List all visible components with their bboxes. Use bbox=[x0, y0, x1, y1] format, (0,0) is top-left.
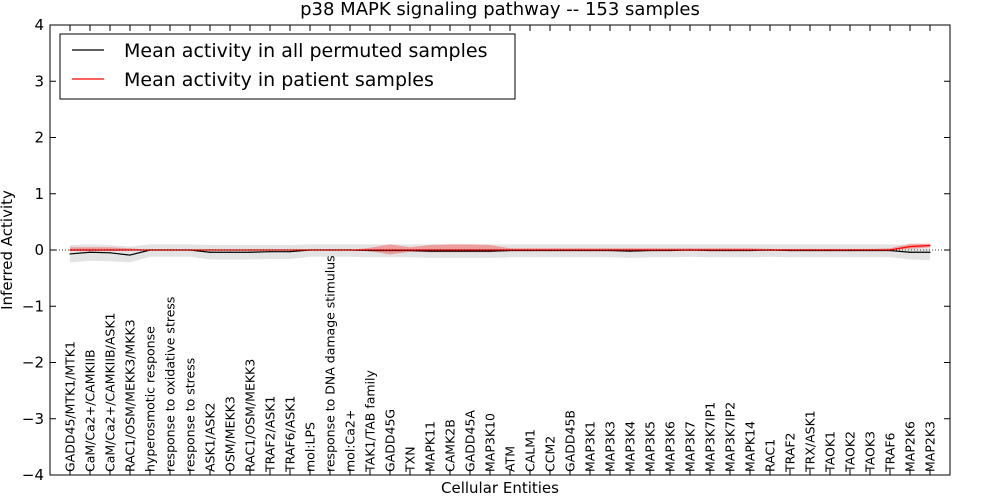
series-0-point bbox=[489, 250, 491, 252]
series-1-point bbox=[729, 249, 731, 251]
x-tick-label: RAC1/OSM/MEKK3/MKK3 bbox=[123, 319, 138, 472]
series-1-point bbox=[909, 246, 911, 248]
x-tick-label: CaM/Ca2+/CAMKIIB bbox=[83, 349, 98, 472]
y-tick-label: 2 bbox=[34, 129, 44, 147]
y-tick-label: −1 bbox=[22, 297, 44, 315]
x-tick-label: response to stress bbox=[183, 358, 198, 472]
x-tick-label: MAP2K3 bbox=[923, 421, 938, 472]
x-tick-label: mol:LPS bbox=[303, 422, 318, 472]
x-tick-label: CAMK2B bbox=[443, 419, 458, 472]
x-tick-label: TAOK3 bbox=[863, 431, 878, 473]
series-1-point bbox=[669, 249, 671, 251]
x-tick-label: TAK1/TAB family bbox=[363, 369, 378, 473]
series-0-point bbox=[129, 254, 131, 256]
series-1-point bbox=[429, 249, 431, 251]
series-band-1 bbox=[70, 243, 930, 255]
series-1-point bbox=[489, 249, 491, 251]
x-tick-label: RAC1 bbox=[763, 439, 778, 472]
x-tick-label: GADD45G bbox=[383, 409, 398, 472]
series-1-point bbox=[549, 249, 551, 251]
y-tick-label: 0 bbox=[34, 241, 44, 259]
series-0-point bbox=[229, 251, 231, 253]
x-tick-label: CALM1 bbox=[523, 429, 538, 472]
x-tick-label: RAC1/OSM/MEKK3 bbox=[243, 359, 258, 472]
x-tick-label: hyperosmotic response bbox=[143, 326, 158, 472]
y-tick-label: −4 bbox=[22, 466, 44, 484]
legend-box bbox=[59, 33, 516, 100]
x-tick-label: MAP3K7 bbox=[683, 421, 698, 472]
x-tick-label: TXN bbox=[403, 446, 418, 473]
plot-frame bbox=[49, 24, 951, 476]
x-tick-label: MAPK11 bbox=[423, 421, 438, 472]
y-tick-label: 4 bbox=[34, 16, 44, 34]
series-1-point bbox=[249, 249, 251, 251]
x-tick-label: OSM/MEKK3 bbox=[223, 396, 238, 472]
x-tick-label: response to oxidative stress bbox=[163, 297, 178, 472]
series-0-point bbox=[249, 251, 251, 253]
x-tick-label: CCM2 bbox=[543, 436, 558, 472]
series-0-point bbox=[429, 250, 431, 252]
series-1-point bbox=[929, 244, 931, 247]
series-1-point bbox=[69, 249, 71, 251]
series-0-point bbox=[629, 250, 631, 252]
series-0-point bbox=[449, 250, 451, 252]
x-tick-label: MAP3K6 bbox=[663, 421, 678, 472]
series-1-point bbox=[609, 249, 611, 251]
x-tick-label: TAOK2 bbox=[843, 431, 858, 473]
x-tick-label: ATM bbox=[503, 446, 518, 472]
x-tick-label: TRAF2/ASK1 bbox=[263, 396, 278, 473]
x-tick-label: mol:Ca2+ bbox=[343, 410, 358, 472]
series-1-point bbox=[789, 249, 791, 251]
series-1-point bbox=[189, 249, 191, 251]
x-tick-label: MAP3K7IP2 bbox=[723, 402, 738, 472]
series-1-point bbox=[369, 249, 371, 251]
x-tick-label: MAP3K3 bbox=[603, 421, 618, 472]
series-0-point bbox=[289, 251, 291, 253]
legend-entry-permuted: Mean activity in all permuted samples bbox=[124, 40, 487, 62]
series-0-point bbox=[929, 251, 931, 253]
series-0-point bbox=[469, 250, 471, 252]
x-tick-label: GADD45/MTK1/MTK1 bbox=[63, 341, 78, 472]
x-tick-label: MAP3K10 bbox=[483, 413, 498, 472]
x-tick-label: GADD45B bbox=[563, 410, 578, 472]
x-tick-label: CaM/Ca2+/CAMKIIB/ASK1 bbox=[103, 313, 118, 472]
y-axis-label: Inferred Activity bbox=[0, 190, 16, 310]
x-tick-label: ASK1/ASK2 bbox=[203, 403, 218, 472]
legend: Mean activity in all permuted samples Me… bbox=[59, 33, 516, 100]
x-tick-label: MAP3K4 bbox=[623, 421, 638, 472]
legend-entry-patient: Mean activity in patient samples bbox=[124, 69, 434, 91]
x-tick-label: TAOK1 bbox=[823, 431, 838, 473]
x-tick-label: GADD45A bbox=[463, 410, 478, 472]
x-tick-label: MAP3K5 bbox=[643, 421, 658, 472]
x-tick-label: TRAF2 bbox=[783, 432, 798, 473]
series-1-point bbox=[849, 249, 851, 251]
series-0-point bbox=[209, 251, 211, 253]
series-1-point bbox=[309, 249, 311, 251]
series-0-point bbox=[909, 251, 911, 253]
series-0-point bbox=[69, 253, 71, 255]
x-tick-label: TRAF6/ASK1 bbox=[283, 396, 298, 473]
x-tick-label: response to DNA damage stimulus bbox=[323, 255, 338, 472]
y-tick-label: −2 bbox=[22, 354, 44, 372]
chart-title: p38 MAPK signaling pathway -- 153 sample… bbox=[300, 0, 700, 20]
x-tick-label: MAP2K6 bbox=[903, 421, 918, 472]
x-tick-label: TRAF6 bbox=[883, 432, 898, 473]
y-tick-label: −3 bbox=[22, 410, 44, 428]
y-tick-label: 1 bbox=[34, 185, 44, 203]
x-tick-label: MAPK14 bbox=[743, 421, 758, 472]
series-0-point bbox=[109, 252, 111, 254]
x-tick-label: TRX/ASK1 bbox=[803, 410, 818, 473]
series-0-point bbox=[269, 251, 271, 253]
y-tick-label: 3 bbox=[34, 72, 44, 90]
x-tick-label: MAP3K1 bbox=[583, 421, 598, 472]
series-1-point bbox=[129, 249, 131, 251]
x-tick-label: MAP3K7IP1 bbox=[703, 402, 718, 472]
x-axis-label: Cellular Entities bbox=[441, 479, 559, 497]
series-0-point bbox=[89, 251, 91, 253]
